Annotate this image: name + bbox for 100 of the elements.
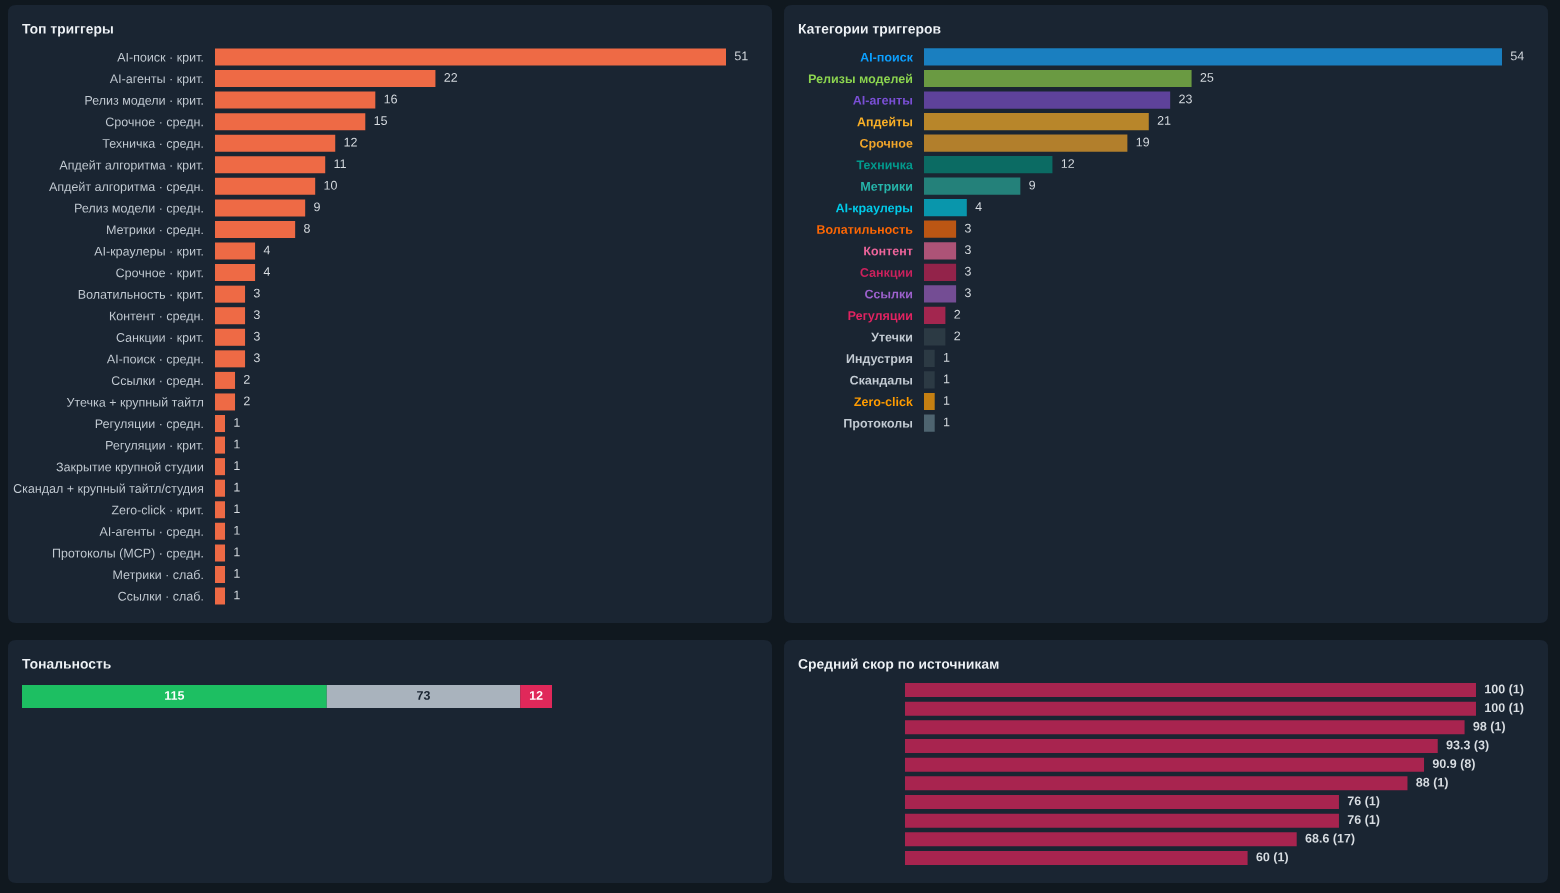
data-label: 21 (1157, 116, 1171, 125)
y-tick-label: AI-поиск (860, 52, 913, 62)
y-tick-label: Апдейт алгоритма · средн. (49, 181, 203, 194)
y-tick-label: Метрики · средн. (107, 225, 203, 237)
bar (905, 813, 1339, 828)
y-tick-label: Срочное · средн. (105, 117, 203, 129)
data-label: 3 (964, 288, 971, 298)
data-label: 54 (1510, 51, 1524, 61)
data-label: 4 (975, 202, 982, 211)
bar (924, 306, 946, 324)
bar (215, 458, 226, 476)
y-tick-label: AI-поиск · крит. (117, 52, 203, 65)
y-tick-label: Релизы моделей (808, 73, 913, 86)
data-label: 2 (954, 331, 961, 341)
data-label: 3 (253, 353, 260, 363)
bar (215, 264, 256, 282)
y-tick-label: Zero-click (854, 396, 913, 407)
y-tick-label: Апдейты (857, 116, 913, 129)
data-label: 1 (234, 482, 240, 492)
data-label: 1 (943, 396, 950, 405)
data-label: 3 (964, 223, 971, 233)
data-label: 12 (1061, 159, 1075, 168)
data-label: 73 (417, 691, 430, 700)
bar (924, 199, 967, 217)
data-label: 100 (1) (1485, 684, 1524, 696)
data-label: 1 (234, 461, 240, 470)
y-tick-label: Ссылки (865, 289, 913, 299)
data-label: 76 (1) (1347, 814, 1380, 827)
data-label: 1 (234, 418, 240, 427)
bar (924, 69, 1192, 88)
y-tick-label: Скандал + крупный тайтл/студия (13, 483, 204, 496)
bar (905, 683, 1476, 698)
y-tick-label: Срочное · крит. (116, 268, 203, 280)
data-label: 1 (943, 353, 950, 362)
data-label: 9 (314, 202, 320, 212)
bar (924, 91, 1171, 109)
y-tick-label: Срочное (860, 138, 913, 151)
y-tick-label: Контент · средн. (109, 311, 203, 323)
data-label: 1 (234, 439, 240, 449)
data-label: 11 (334, 159, 346, 169)
bar (215, 220, 296, 238)
data-label: 1 (234, 525, 240, 535)
data-label: 19 (1136, 137, 1150, 147)
bar (215, 371, 236, 389)
y-tick-label: Техничка (856, 160, 913, 170)
y-tick-label: Санкции (860, 268, 913, 280)
data-label: 2 (954, 309, 961, 319)
data-label: 88 (1) (1416, 777, 1448, 790)
y-tick-label: Регуляции · крит. (106, 441, 203, 453)
bar (924, 134, 1128, 152)
bar (905, 832, 1297, 847)
y-tick-label: Ссылки · слаб. (118, 591, 203, 601)
data-label: 60 (1) (1256, 852, 1288, 864)
bar (215, 113, 366, 131)
bar (905, 850, 1248, 865)
bar (905, 794, 1339, 809)
text: Топ триггеры (22, 24, 113, 37)
data-label: 1 (234, 504, 240, 514)
data-label: 16 (384, 94, 397, 104)
y-tick-label: Zero-click · крит. (111, 505, 203, 517)
data-label: 100 (1) (1485, 702, 1524, 715)
bar (924, 220, 957, 238)
data-label: 3 (253, 331, 260, 341)
bar (215, 522, 226, 540)
bar (924, 392, 935, 411)
data-label: 3 (253, 288, 260, 298)
bar (924, 242, 957, 260)
bar (924, 112, 1149, 131)
y-tick-label: Релиз модели · средн. (75, 203, 203, 216)
y-tick-label: Техничка · средн. (102, 139, 203, 151)
data-label: 51 (734, 51, 748, 61)
y-tick-label: AI-краулеры · крит. (94, 246, 203, 259)
y-tick-label: Утечки (871, 332, 913, 342)
data-label: 1 (234, 590, 240, 600)
bar (215, 415, 226, 433)
bar (215, 501, 226, 519)
y-tick-label: Апдейт алгоритма · крит. (59, 160, 203, 173)
data-label: 25 (1200, 73, 1214, 82)
y-tick-label: AI-краулеры (835, 203, 913, 215)
data-label: 115 (165, 691, 185, 700)
bar (924, 177, 1021, 195)
bar (215, 479, 226, 497)
data-label: 1 (234, 569, 240, 578)
y-tick-label: Регуляции (848, 311, 913, 323)
bar (924, 263, 957, 281)
data-label: 2 (244, 396, 250, 406)
y-tick-label: AI-агенты · средн. (99, 527, 203, 539)
bar (924, 285, 957, 303)
bar (905, 757, 1425, 772)
data-label: 10 (324, 180, 337, 190)
y-tick-label: Регуляции · средн. (95, 419, 203, 431)
data-label: 9 (1029, 180, 1036, 190)
data-label: 3 (253, 310, 260, 320)
bar (215, 242, 256, 260)
y-tick-label: Санкции · крит. (116, 333, 203, 345)
y-tick-label: Контент (864, 246, 913, 256)
data-label: 1 (234, 547, 240, 557)
data-label: 1 (943, 374, 950, 384)
bar (215, 177, 316, 195)
data-label: 68.6 (17) (1305, 833, 1355, 846)
